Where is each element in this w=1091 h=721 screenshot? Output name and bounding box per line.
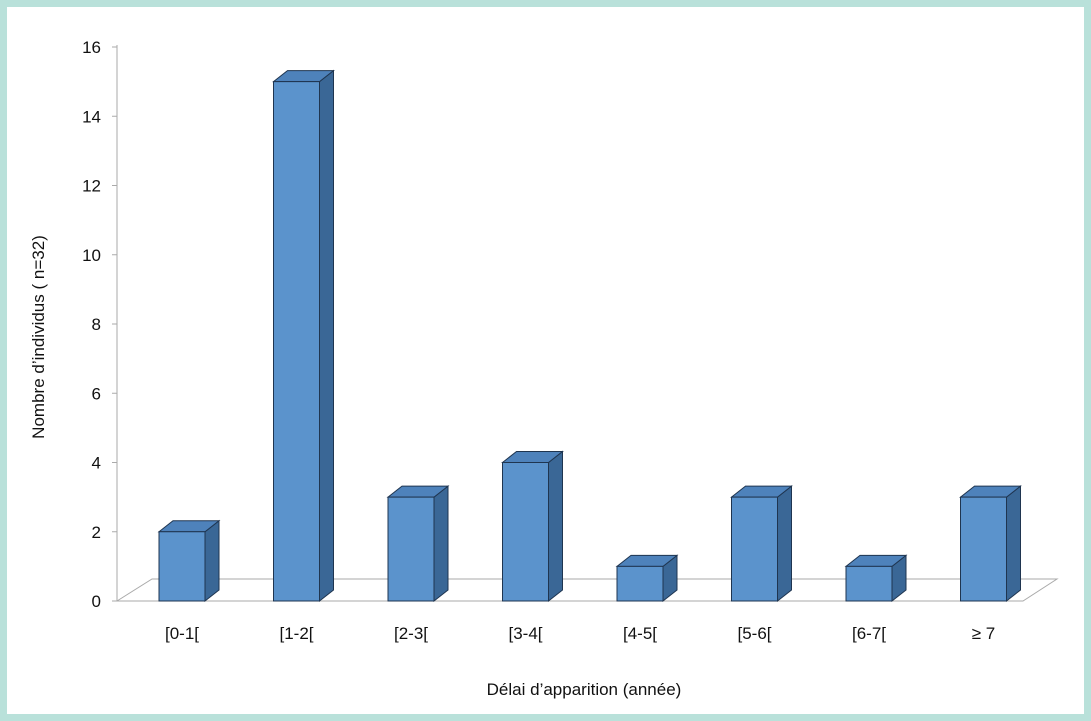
bar-front-face — [502, 462, 549, 602]
bar-side-face — [1006, 485, 1021, 603]
bar-side-face — [204, 519, 220, 603]
y-tick-label: 10 — [82, 246, 101, 265]
bar-side-face — [433, 485, 449, 603]
bar-front-face — [616, 565, 664, 602]
x-axis-title: Délai d’apparition (année) — [487, 680, 682, 699]
x-tick-label: [4-5[ — [623, 624, 657, 643]
bar-front-face — [845, 565, 893, 602]
x-tick-label: [2-3[ — [394, 624, 428, 643]
bar — [615, 554, 679, 603]
bar-side-face — [548, 450, 563, 603]
floor-plane — [115, 578, 1059, 602]
y-tick-label: 12 — [82, 177, 101, 196]
y-tick-label: 8 — [92, 315, 101, 334]
y-tick-label: 14 — [82, 107, 101, 126]
bar-front-face — [387, 496, 435, 602]
bar-front-face — [273, 81, 320, 602]
y-axis-title: Nombre d’individus ( n=32) — [29, 235, 48, 439]
x-tick-label: [0-1[ — [165, 624, 199, 643]
bar-front-face — [731, 496, 778, 602]
x-tick-label: [1-2[ — [279, 624, 313, 643]
y-tick-label: 0 — [92, 592, 101, 611]
bar — [157, 519, 221, 603]
bar-side-face — [319, 69, 334, 603]
y-tick-label: 6 — [92, 384, 101, 403]
y-tick-label: 4 — [92, 454, 101, 473]
y-tick-label: 16 — [82, 38, 101, 57]
bar — [501, 450, 564, 603]
bar — [272, 69, 335, 603]
chart-floor — [115, 578, 1059, 602]
chart-frame: 0 2 4 6 8 10 12 14 16 [0-1[[1-2[[2-3[[3-4[[4-5[[… — [7, 7, 1084, 714]
bar — [730, 485, 793, 603]
bars — [157, 69, 1022, 603]
bar — [386, 485, 450, 603]
y-tick-labels: 0 2 4 6 8 10 12 14 16 — [82, 38, 117, 611]
y-tick-label: 2 — [92, 523, 101, 542]
bar — [959, 485, 1022, 603]
bar-front-face — [158, 531, 206, 602]
x-tick-label: [6-7[ — [852, 624, 886, 643]
bar-front-face — [960, 496, 1007, 602]
x-tick-label: [5-6[ — [737, 624, 771, 643]
x-tick-label: ≥ 7 — [972, 624, 996, 643]
x-tick-label: [3-4[ — [508, 624, 542, 643]
bar — [844, 554, 908, 603]
bar-side-face — [777, 485, 792, 603]
x-tick-labels: [0-1[ [1-2[ [2-3[ [3-4[ [4-5[ [5-6[ [6-7[ ≥ 7 — [165, 624, 995, 643]
